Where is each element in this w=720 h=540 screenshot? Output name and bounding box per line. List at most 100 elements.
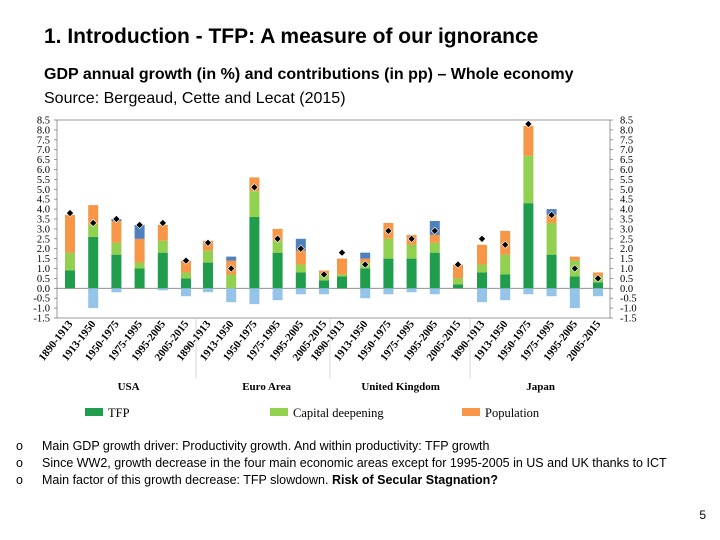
y-tick-label-left: 6.5 (37, 155, 50, 166)
bar-capital-deepening (181, 272, 191, 279)
bar-other-negative (383, 288, 394, 295)
bar-other-negative (249, 288, 260, 305)
gdp-growth-marker (296, 244, 305, 253)
y-tick-label-left: 6.0 (37, 165, 50, 176)
bullet-text: Main GDP growth driver: Productivity gro… (42, 439, 490, 453)
bar-tfp (249, 217, 260, 289)
bar-tfp (65, 270, 75, 289)
y-tick-label-left: 2.5 (37, 234, 50, 245)
bar-other-negative (203, 288, 213, 293)
y-tick-label-left: 8.0 (37, 125, 50, 136)
y-tick-label-right: 7.0 (620, 145, 633, 156)
y-tick-label-left: 7.0 (37, 145, 50, 156)
legend-label: Capital deepening (293, 406, 384, 420)
bar-other-negative (272, 288, 283, 301)
bar-tfp (477, 272, 487, 289)
bar-tfp (111, 254, 122, 289)
bar-population (453, 264, 463, 279)
gdp-growth-marker (570, 264, 579, 273)
bar-population (477, 244, 487, 265)
y-tick-label-right: 1.0 (620, 264, 633, 275)
y-tick-label-right: 4.0 (620, 205, 633, 216)
y-tick-label-right: 3.5 (620, 215, 633, 226)
y-tick-label-left: 1.5 (37, 254, 50, 265)
gdp-growth-marker (203, 238, 213, 247)
bar-tfp (500, 274, 511, 289)
bar-other-negative (295, 288, 306, 295)
bar-tfp (406, 258, 417, 289)
bullet-marker: o (16, 473, 23, 487)
bar-tfp (272, 252, 283, 289)
bar-capital-deepening (453, 278, 463, 285)
bar-other-negative (546, 288, 557, 297)
bar-other-negative (429, 288, 440, 295)
slide-title: 1. Introduction - TFP: A measure of our … (44, 25, 539, 48)
bar-population (523, 125, 534, 156)
bar-capital-deepening (157, 240, 168, 253)
y-tick-label-left: 3.5 (37, 215, 50, 226)
gdp-growth-marker (501, 240, 510, 249)
legend-swatch (270, 408, 288, 416)
bar-tfp (453, 284, 463, 289)
bar-capital-deepening (429, 242, 440, 253)
y-tick-label-left: 1.0 (37, 264, 50, 275)
bar-tfp (569, 276, 580, 289)
y-tick-label-right: 2.5 (620, 234, 633, 245)
bar-population (337, 258, 347, 275)
bar-capital-deepening (477, 264, 487, 273)
y-tick-label-right: -1.0 (620, 304, 637, 315)
bullet-marker: o (16, 456, 23, 470)
gdp-growth-marker (319, 270, 329, 279)
bar-tfp (523, 203, 534, 289)
bullet-emphasis: Risk of Secular Stagnation? (331, 473, 498, 487)
gdp-growth-marker (65, 209, 75, 218)
bullet-list: o Main GDP growth driver: Productivity gr… (16, 438, 706, 489)
bar-population (295, 250, 306, 265)
bar-other-negative (226, 288, 237, 303)
bullet-item: o Since WW2, growth decrease in the four … (16, 455, 706, 472)
gdp-growth-marker (361, 260, 370, 269)
bar-population (65, 215, 75, 253)
y-tick-label-left: 5.5 (37, 175, 50, 186)
gdp-growth-marker (227, 264, 236, 273)
y-tick-label-right: 2.0 (620, 244, 633, 255)
bar-tfp (360, 268, 371, 289)
bar-other-negative (593, 288, 603, 297)
bar-tfp (88, 236, 99, 289)
bar-other-negative (360, 288, 371, 299)
bar-capital-deepening (295, 264, 306, 273)
gdp-growth-marker (384, 226, 393, 235)
y-tick-label-left: 8.5 (37, 116, 50, 127)
bullet-marker: o (16, 439, 23, 453)
bar-tfp (134, 268, 145, 289)
legend-label: Population (485, 406, 540, 420)
bar-capital-deepening (226, 274, 237, 289)
bar-other-negative (500, 288, 511, 301)
y-tick-label-right: 5.0 (620, 185, 633, 196)
legend-swatch (85, 408, 103, 416)
y-tick-label-left: 7.5 (37, 135, 50, 146)
bar-capital-deepening (500, 254, 511, 275)
gdp-growth-marker (158, 218, 167, 227)
bar-capital-deepening (65, 252, 75, 271)
bar-capital-deepening (406, 244, 417, 259)
y-tick-label-right: -0.5 (620, 294, 637, 305)
bar-population (569, 256, 580, 261)
bar-tfp (546, 254, 557, 289)
bar-capital-deepening (134, 262, 145, 269)
bar-tfp (319, 280, 329, 289)
bullet-item: o Main GDP growth driver: Productivity gr… (16, 438, 706, 455)
bullet-text: Since WW2, growth decrease in the four m… (42, 456, 667, 470)
region-label: Japan (526, 381, 555, 393)
bar-population (88, 205, 99, 225)
bar-capital-deepening (383, 238, 394, 259)
y-tick-label-right: 8.0 (620, 125, 633, 136)
bar-other-negative (569, 288, 580, 309)
y-tick-label-left: -0.5 (33, 294, 50, 305)
y-tick-label-left: 4.5 (37, 195, 50, 206)
page-number: 5 (699, 508, 706, 522)
bar-tfp (295, 272, 306, 289)
legend-swatch (462, 408, 480, 416)
bar-population (134, 238, 145, 263)
bar-tfp (383, 258, 394, 289)
